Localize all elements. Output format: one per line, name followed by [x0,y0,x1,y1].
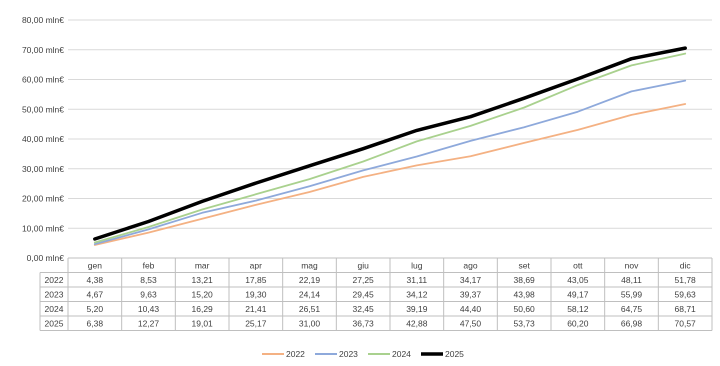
data-label: 27,25 [353,275,375,285]
data-label: 4,67 [87,290,104,300]
data-label: 32,45 [353,304,375,314]
category-label: lug [411,261,423,271]
data-label: 39,37 [460,290,482,300]
data-label: 43,98 [514,290,536,300]
y-tick-label: 0,00 mln€ [27,253,65,263]
y-axis-tick-labels: 0,00 mln€ 10,00 mln€ 20,00 mln€ 30,00 mln€ 4… [22,15,64,263]
data-label: 43,05 [567,275,589,285]
data-label: 64,75 [621,304,643,314]
y-tick-label: 10,00 mln€ [22,223,64,233]
data-label: 25,17 [245,319,267,329]
y-tick-label: 40,00 mln€ [22,134,64,144]
data-label: 66,98 [621,319,643,329]
data-label: 60,20 [567,319,589,329]
category-label: ott [573,261,583,271]
data-label: 50,60 [514,304,536,314]
category-label: mar [195,261,210,271]
data-label: 26,51 [299,304,321,314]
y-tick-label: 20,00 mln€ [22,194,64,204]
category-label: dic [680,261,692,271]
data-label: 24,14 [299,290,321,300]
category-label: giu [357,261,369,271]
data-label: 5,20 [87,304,104,314]
series-lines [93,46,687,246]
data-label: 8,53 [140,275,157,285]
series-line-2024 [93,52,687,244]
data-label: 42,88 [406,319,428,329]
series-line-2025 [93,46,687,241]
y-tick-label: 60,00 mln€ [22,75,64,85]
data-label: 10,43 [138,304,160,314]
category-label: mag [301,261,318,271]
table-row-label: 2025 [45,319,64,329]
data-label: 31,11 [407,275,428,285]
table-row-label: 2022 [45,275,64,285]
category-label: apr [250,261,262,271]
data-label: 39,19 [406,304,428,314]
data-label: 4,38 [87,275,104,285]
legend-label: 2023 [339,349,358,359]
data-label: 34,12 [406,290,428,300]
y-tick-label: 30,00 mln€ [22,164,64,174]
data-label: 49,17 [567,290,589,300]
data-label: 16,29 [192,304,214,314]
y-tick-label: 50,00 mln€ [22,104,64,114]
data-label: 36,73 [353,319,375,329]
y-tick-label: 70,00 mln€ [22,45,64,55]
category-label: ago [463,261,477,271]
data-label: 44,40 [460,304,482,314]
data-label: 58,12 [567,304,589,314]
data-label: 15,20 [192,290,214,300]
data-label: 17,85 [245,275,267,285]
data-label: 13,21 [192,275,214,285]
data-label: 68,71 [675,304,697,314]
data-table: gen feb mar apr mag giu lug ago set ott nov dic 2022… [39,257,713,331]
table-row-label: 2024 [45,304,64,314]
data-label: 59,63 [675,290,697,300]
category-label: set [518,261,530,271]
series-line-2022 [93,103,687,246]
table-row-label: 2023 [45,290,64,300]
data-label: 53,73 [514,319,536,329]
legend-label: 2025 [445,349,464,359]
data-label: 38,69 [514,275,536,285]
y-tick-label: 80,00 mln€ [22,15,64,25]
category-label: nov [625,261,639,271]
legend-label: 2024 [392,349,411,359]
data-label: 9,63 [140,290,157,300]
data-label: 55,99 [621,290,643,300]
legend: 2022 2023 2024 2025 [262,349,464,359]
data-label: 34,17 [460,275,482,285]
data-label: 29,45 [353,290,375,300]
series-line-2023 [93,79,687,246]
data-label: 51,78 [675,275,697,285]
data-label: 21,41 [245,304,267,314]
category-label: feb [143,261,155,271]
data-label: 31,00 [299,319,321,329]
data-label: 22,19 [299,275,321,285]
category-label: gen [88,261,102,271]
legend-label: 2022 [286,349,305,359]
data-label: 12,27 [138,319,160,329]
data-label: 6,38 [87,319,104,329]
data-label: 48,11 [621,275,642,285]
data-label: 19,30 [245,290,267,300]
data-label: 70,57 [675,319,697,329]
data-label: 47,50 [460,319,482,329]
data-label: 19,01 [192,319,214,329]
